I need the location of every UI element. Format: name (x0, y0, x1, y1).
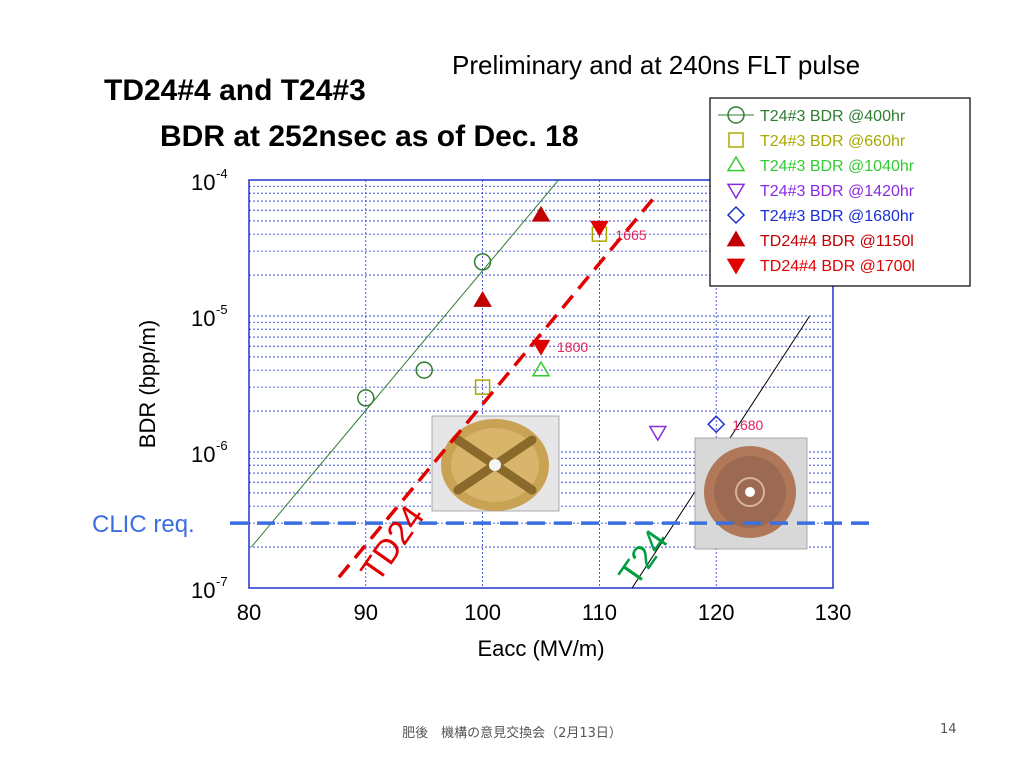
y-tick-exponent: -4 (216, 166, 228, 181)
fit-line-t24-400hr-fit (250, 180, 559, 548)
x-tick-label: 120 (698, 600, 735, 625)
legend-marker (726, 155, 746, 172)
data-point-series-4 (707, 415, 726, 434)
legend-marker (726, 258, 746, 275)
y-tick-exponent: -6 (216, 438, 228, 453)
data-point-series-0 (415, 361, 433, 379)
x-axis-label: Eacc (MV/m) (477, 636, 604, 661)
legend-label: T24#3 BDR @400hr (760, 108, 906, 125)
data-point-series-6 (590, 220, 609, 237)
y-tick-label: 10 (191, 306, 215, 331)
data-point-series-0 (357, 389, 375, 407)
legend-label: T24#3 BDR @1420hr (760, 183, 915, 200)
legend-label: TD24#4 BDR @1150l (760, 233, 914, 250)
point-annotation: 1665 (615, 227, 646, 243)
page-number: 14 (940, 722, 957, 737)
data-point-series-5 (473, 291, 492, 307)
x-tick-label: 130 (815, 600, 852, 625)
data-point-series-6 (531, 339, 551, 356)
legend-label: T24#3 BDR @660hr (760, 133, 906, 150)
data-point-series-1 (474, 379, 491, 395)
point-annotation: 1680 (732, 417, 763, 433)
legend-box (709, 97, 971, 287)
y-tick-label: 10 (191, 442, 215, 467)
legend-label: TD24#4 BDR @1700l (760, 258, 915, 275)
data-point-series-2 (531, 360, 551, 377)
data-point-series-5 (531, 205, 551, 222)
legend-marker (727, 106, 745, 124)
td24-disk-photo (431, 415, 560, 512)
x-tick-label: 100 (464, 600, 501, 625)
plot-frame (248, 179, 834, 589)
y-tick-exponent: -5 (216, 302, 228, 317)
y-tick-label: 10 (191, 170, 215, 195)
x-tick-label: 80 (237, 600, 261, 625)
data-point-series-0 (473, 253, 492, 271)
legend-marker (728, 132, 744, 148)
y-axis-label: BDR (bpp/m) (135, 320, 160, 448)
legend-marker (726, 183, 746, 200)
clic-requirement-label: CLIC req. (92, 511, 195, 538)
legend-label: T24#3 BDR @1040hr (760, 158, 915, 175)
legend-marker (726, 205, 746, 225)
t24-disk-photo (694, 437, 808, 550)
legend-marker (726, 230, 746, 247)
chart-title-line-2: BDR at 252nsec as of Dec. 18 (160, 120, 579, 153)
td24-trend-line (337, 192, 660, 579)
y-tick-label: 10 (191, 578, 215, 603)
x-tick-label: 90 (354, 600, 378, 625)
x-tick-label: 110 (582, 600, 617, 625)
point-annotation: 1800 (557, 339, 588, 355)
data-point-series-3 (648, 425, 668, 442)
slide-footer: 肥後 機構の意見交換会（2月13日） (402, 726, 622, 741)
chart-title-line-1: TD24#4 and T24#3 (104, 74, 366, 107)
legend-label: T24#3 BDR @1680hr (760, 208, 915, 225)
slide-heading: Preliminary and at 240ns FLT pulse (452, 50, 861, 80)
y-tick-exponent: -7 (216, 574, 228, 589)
